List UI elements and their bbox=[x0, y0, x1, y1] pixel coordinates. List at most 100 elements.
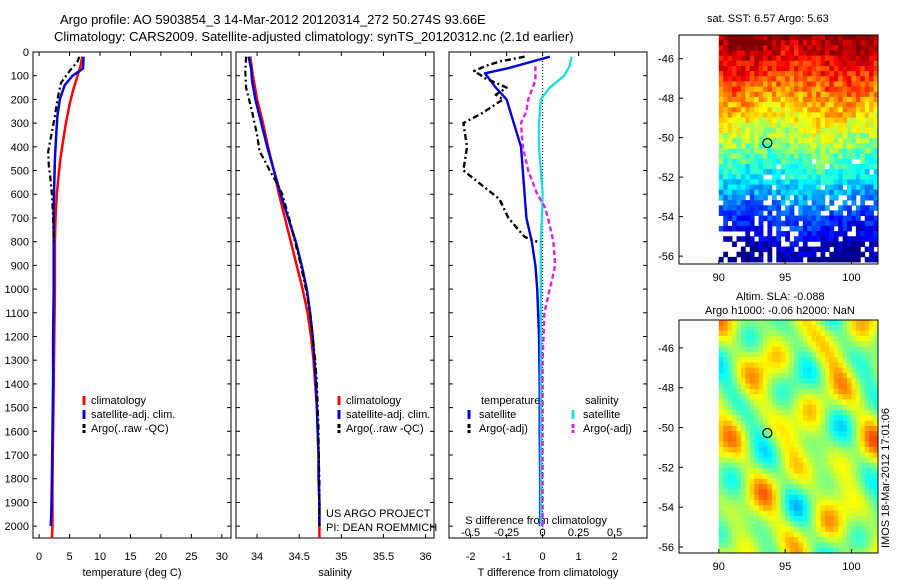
temperature-axes-box bbox=[32, 51, 232, 539]
sst-map-cell bbox=[754, 40, 759, 46]
sla-map-cell bbox=[838, 484, 844, 490]
sla-map-cell bbox=[864, 420, 870, 427]
sst-map-cell bbox=[816, 246, 821, 253]
sla-map-cell bbox=[807, 494, 813, 501]
sst-map-cell bbox=[780, 71, 786, 77]
sst-map-cell bbox=[824, 215, 830, 222]
sla-map-cell bbox=[807, 425, 813, 432]
sla-map-cell bbox=[776, 346, 782, 353]
sla-map: 90 95 100-46-48-50-52-54-56 bbox=[658, 319, 879, 573]
sla-map-cell bbox=[785, 330, 790, 337]
sla-map-ytick-label: -48 bbox=[658, 383, 674, 395]
sst-map-cell bbox=[847, 246, 852, 253]
sst-map-cell bbox=[785, 215, 790, 222]
sla-map-cell bbox=[758, 436, 764, 443]
sst-map-cell bbox=[842, 241, 848, 247]
sla-map-cell bbox=[754, 542, 759, 549]
sla-map-cell bbox=[754, 399, 759, 406]
sla-map-cell bbox=[864, 436, 870, 443]
sst-map-cell bbox=[745, 241, 751, 247]
temperature-xtick-label: 20 bbox=[155, 551, 167, 563]
sst-map-cell bbox=[749, 81, 755, 87]
sst-map-cell bbox=[785, 133, 790, 139]
sla-map-cell bbox=[745, 537, 751, 543]
sst-map-cell bbox=[758, 205, 764, 211]
sst-map-cell bbox=[767, 220, 773, 227]
difference-legend-label: Argo(-adj) bbox=[583, 423, 632, 435]
sst-map-cell bbox=[732, 200, 737, 206]
sst-map-cell bbox=[771, 148, 777, 155]
sst-map-cell bbox=[727, 117, 733, 124]
sla-map-cell bbox=[727, 489, 733, 496]
sla-map-cell bbox=[758, 441, 764, 448]
sst-map-cell bbox=[780, 45, 786, 51]
sla-map-cell bbox=[802, 394, 808, 400]
sst-map-cell bbox=[727, 76, 733, 82]
sla-map-cell bbox=[723, 462, 729, 469]
sst-map-cell bbox=[802, 86, 808, 93]
salinity-xtick-label: 36 bbox=[419, 551, 431, 563]
sla-map-cell bbox=[820, 335, 826, 342]
sla-map-cell bbox=[811, 521, 817, 527]
sla-map-cell bbox=[723, 357, 729, 363]
sla-map-cell bbox=[763, 372, 768, 379]
sst-map-cell bbox=[864, 231, 870, 237]
sst-map-cell bbox=[798, 225, 804, 232]
sla-map-cell bbox=[869, 410, 874, 416]
sla-map-cell bbox=[767, 494, 773, 501]
sst-map-cell bbox=[855, 107, 861, 113]
sla-map-cell bbox=[816, 489, 821, 496]
sla-map-cell bbox=[816, 320, 821, 326]
sla-map-cell bbox=[754, 473, 759, 480]
sla-map-cell bbox=[851, 404, 857, 411]
sst-map-cell bbox=[833, 158, 839, 165]
sla-map-cell bbox=[749, 441, 755, 448]
sla-map-cell bbox=[758, 547, 764, 554]
temperature-ytick-label: 1500 bbox=[5, 403, 29, 415]
sst-map-cell bbox=[763, 153, 768, 160]
sla-map-cell bbox=[718, 478, 724, 485]
sla-map-cell bbox=[718, 547, 724, 554]
sst-map-cell bbox=[723, 143, 729, 149]
sst-map-cell bbox=[732, 158, 737, 165]
sla-map-cell bbox=[802, 473, 808, 480]
sla-map-cell bbox=[789, 441, 795, 448]
sst-map-cell bbox=[776, 153, 782, 160]
salinity-axes-box bbox=[235, 51, 435, 539]
sla-map-cell bbox=[718, 505, 724, 512]
sla-map-cell bbox=[718, 457, 724, 464]
sla-map-cell bbox=[763, 394, 768, 400]
sla-map-cell bbox=[793, 431, 799, 437]
sst-map-cell bbox=[798, 251, 804, 258]
sla-map-cell bbox=[723, 457, 729, 464]
sst-map-cell bbox=[758, 184, 764, 191]
sla-map-cell bbox=[745, 462, 751, 469]
sla-map-cell bbox=[811, 341, 817, 347]
sst-map-cell bbox=[771, 241, 777, 247]
sla-map-cell bbox=[793, 341, 799, 347]
sst-map-cell bbox=[798, 236, 804, 242]
sst-map-cell bbox=[758, 76, 764, 82]
sst-map-cell bbox=[833, 45, 839, 51]
sst-map-cell bbox=[838, 60, 844, 67]
sst-map-cell bbox=[754, 200, 759, 206]
sla-map-cell bbox=[798, 346, 804, 353]
sla-map-cell bbox=[754, 378, 759, 384]
sst-map-cell bbox=[811, 231, 817, 237]
difference-xtick-label: 1 bbox=[576, 551, 582, 563]
sla-map-cell bbox=[767, 462, 773, 469]
sst-map-cell bbox=[807, 153, 813, 160]
sst-map-cell bbox=[793, 76, 799, 82]
sla-map-cell bbox=[789, 526, 795, 533]
sst-map-cell bbox=[754, 194, 759, 201]
sst-map-cell bbox=[798, 102, 804, 108]
sst-map-cell bbox=[833, 127, 839, 134]
sst-map-cell bbox=[749, 225, 755, 232]
sst-map-cell bbox=[833, 35, 839, 41]
sla-map-cell bbox=[785, 510, 790, 517]
sst-map-cell bbox=[745, 163, 751, 170]
sla-map-cell bbox=[802, 325, 808, 331]
sst-map-cell bbox=[776, 236, 782, 242]
sla-map-cell bbox=[749, 415, 755, 422]
sla-map-cell bbox=[754, 515, 759, 522]
